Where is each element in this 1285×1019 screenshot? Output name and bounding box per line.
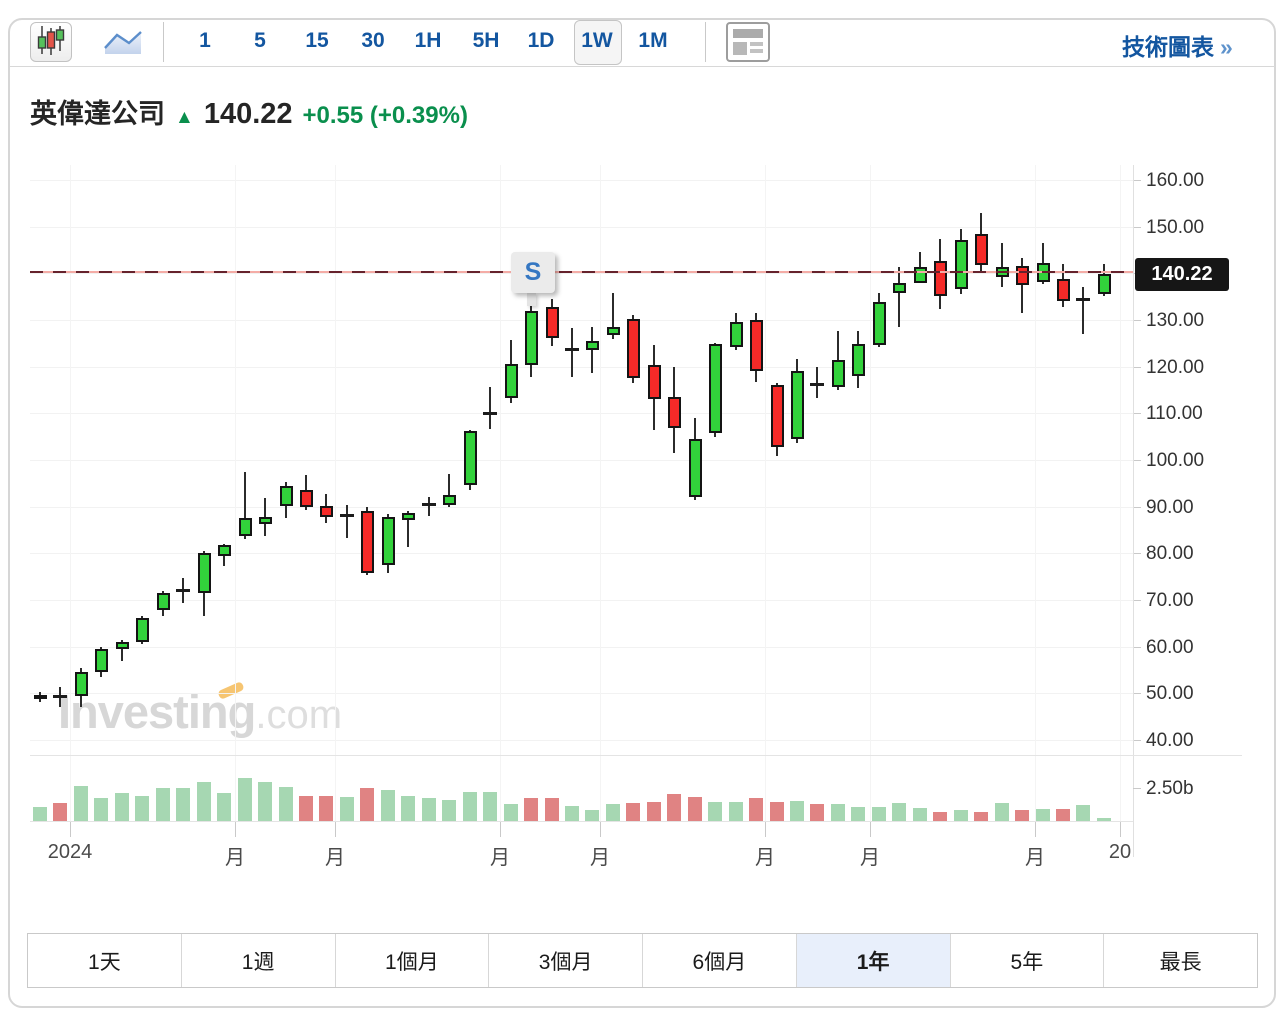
sell-marker[interactable]: S (511, 252, 555, 293)
news-icon (733, 29, 763, 55)
timeframe-1d[interactable]: 1D (527, 29, 555, 52)
period-max[interactable]: 最長 (1159, 950, 1202, 974)
period-1day[interactable]: 1天 (28, 934, 182, 987)
instrument-header: 英偉達公司 ▲ 140.22 +0.55 (+0.39%) (30, 92, 468, 131)
active-timeframe-box (574, 20, 622, 65)
timeframe-15min[interactable]: 15 (305, 29, 329, 52)
price-change: +0.55 (+0.39%) (302, 102, 468, 129)
news-panel-button[interactable] (726, 22, 770, 62)
period-selector-bar: 1天 1週 1個月 3個月 6個月 1年 5年 最長 (27, 933, 1258, 988)
instrument-name: 英偉達公司 (30, 99, 165, 129)
candlestick-type-button[interactable] (30, 22, 72, 62)
toolbar-divider (705, 22, 706, 62)
timeframe-1h[interactable]: 1H (414, 29, 442, 52)
toolbar-separator (10, 66, 1275, 67)
timeframe-1w-active[interactable]: 1W (581, 29, 613, 52)
up-arrow-icon: ▲ (175, 107, 194, 128)
last-price: 140.22 (203, 98, 293, 130)
period-1year-active[interactable]: 1年 (796, 934, 951, 987)
toolbar-divider (163, 22, 164, 62)
period-1week[interactable]: 1週 (182, 934, 336, 987)
line-chart-icon (103, 31, 143, 61)
timeframe-1m[interactable]: 1M (638, 29, 668, 52)
period-6months[interactable]: 6個月 (643, 934, 797, 987)
candlestick-icon (37, 24, 65, 61)
timeframe-5h[interactable]: 5H (472, 29, 500, 52)
line-type-button[interactable] (103, 27, 143, 57)
period-1month[interactable]: 1個月 (336, 934, 490, 987)
technical-chart-link[interactable]: 技術圖表» (1122, 34, 1233, 60)
period-3months[interactable]: 3個月 (489, 934, 643, 987)
timeframe-5min[interactable]: 5 (254, 29, 266, 52)
timeframe-30min[interactable]: 30 (361, 29, 385, 52)
chevrons-right-icon: » (1220, 34, 1233, 60)
period-5years[interactable]: 5年 (951, 934, 1105, 987)
chart-widget-container (8, 18, 1276, 1008)
timeframe-1min[interactable]: 1 (199, 29, 211, 52)
